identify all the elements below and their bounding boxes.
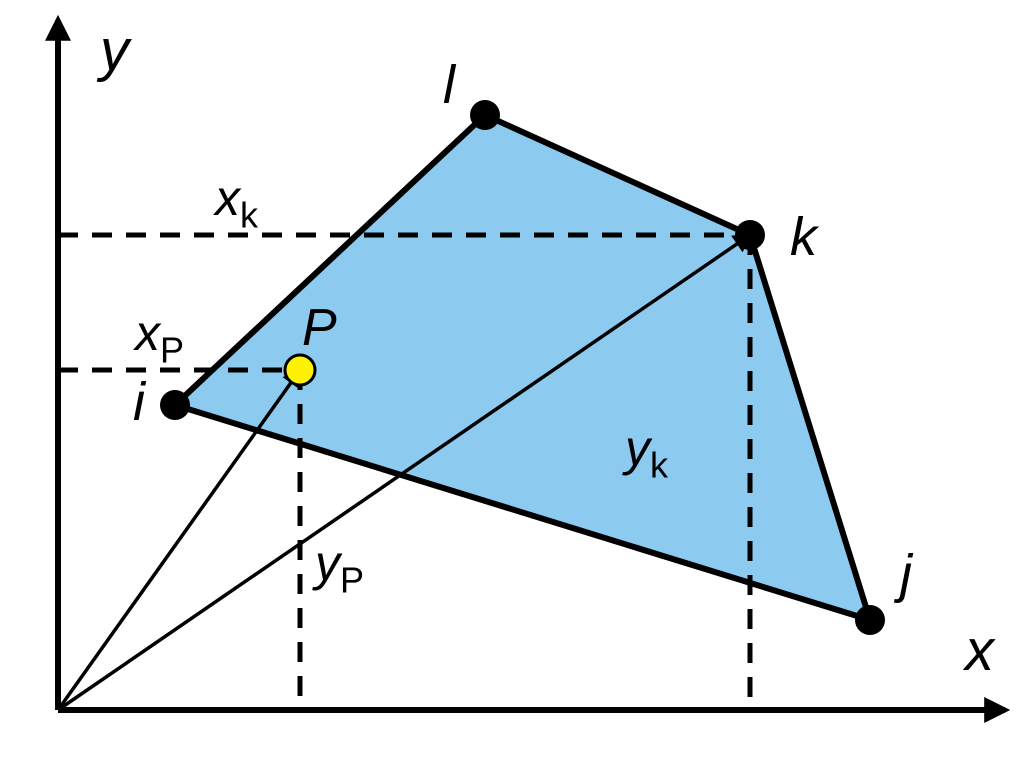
point-P-label: P (302, 299, 337, 357)
node-l (470, 100, 500, 130)
node-label-k: k (790, 207, 820, 267)
node-j (855, 605, 885, 635)
node-i (160, 390, 190, 420)
x-axis-label: x (962, 618, 996, 683)
point-P (285, 355, 315, 385)
node-label-i: i (133, 372, 147, 432)
node-label-l: l (443, 55, 457, 115)
node-k (735, 220, 765, 250)
y-axis-label: y (96, 18, 132, 83)
